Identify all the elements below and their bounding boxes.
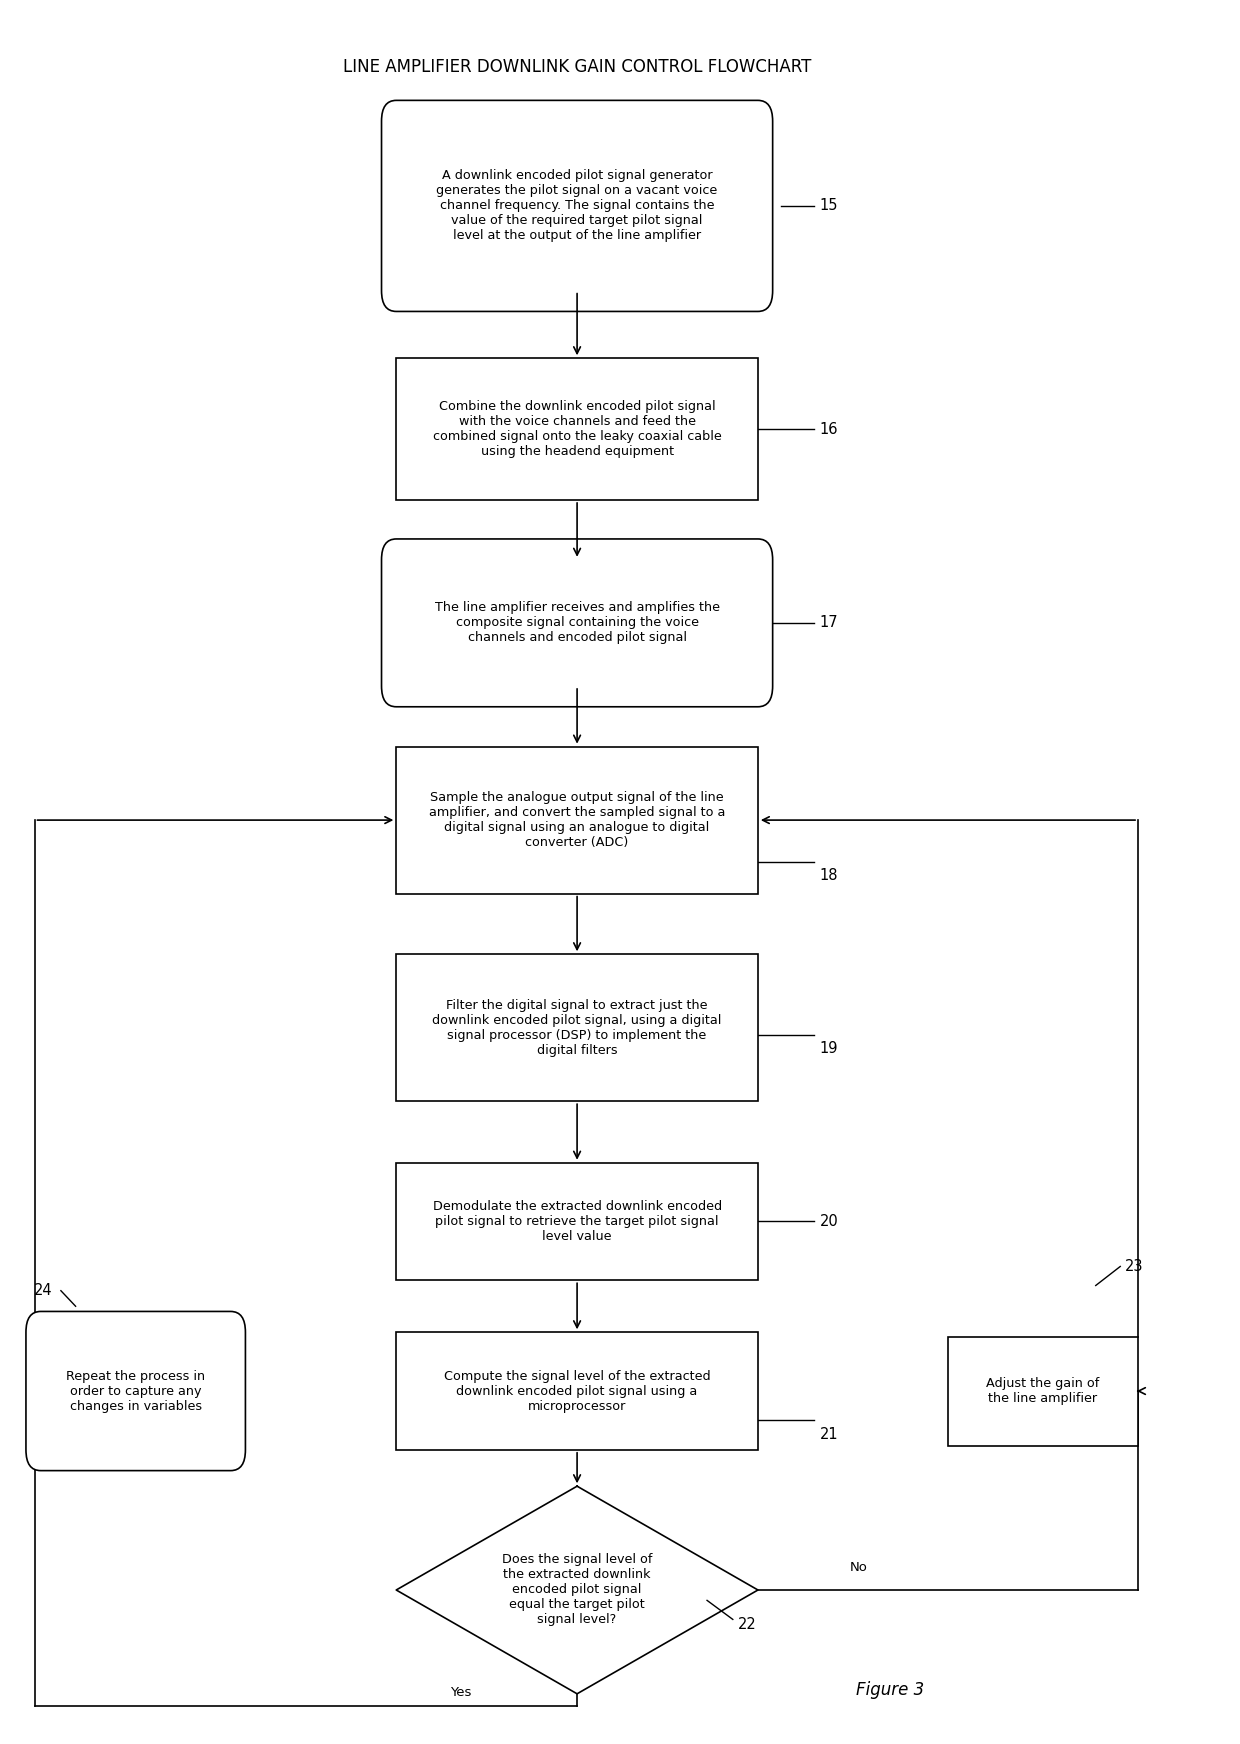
Text: Repeat the process in
order to capture any
changes in variables: Repeat the process in order to capture a…: [66, 1369, 206, 1413]
Text: 15: 15: [820, 199, 838, 213]
Text: Yes: Yes: [450, 1686, 471, 1699]
Text: No: No: [851, 1561, 868, 1575]
Text: Sample the analogue output signal of the line
amplifier, and convert the sampled: Sample the analogue output signal of the…: [429, 792, 725, 849]
FancyBboxPatch shape: [26, 1311, 246, 1470]
Text: Does the signal level of
the extracted downlink
encoded pilot signal
equal the t: Does the signal level of the extracted d…: [502, 1554, 652, 1627]
Text: Filter the digital signal to extract just the
downlink encoded pilot signal, usi: Filter the digital signal to extract jus…: [433, 999, 722, 1057]
Text: Combine the downlink encoded pilot signal
with the voice channels and feed the
c: Combine the downlink encoded pilot signa…: [433, 399, 722, 459]
Text: 24: 24: [33, 1284, 52, 1298]
Text: 20: 20: [820, 1214, 838, 1230]
Text: A downlink encoded pilot signal generator
generates the pilot signal on a vacant: A downlink encoded pilot signal generato…: [436, 169, 718, 242]
Text: 16: 16: [820, 422, 838, 436]
Text: 18: 18: [820, 869, 838, 882]
Text: Compute the signal level of the extracted
downlink encoded pilot signal using a
: Compute the signal level of the extracte…: [444, 1369, 711, 1413]
Text: The line amplifier receives and amplifies the
composite signal containing the vo: The line amplifier receives and amplifie…: [434, 602, 719, 644]
Text: 22: 22: [738, 1617, 756, 1632]
Bar: [397, 954, 758, 1100]
Text: Demodulate the extracted downlink encoded
pilot signal to retrieve the target pi: Demodulate the extracted downlink encode…: [433, 1200, 722, 1243]
Bar: [397, 1163, 758, 1280]
Text: LINE AMPLIFIER DOWNLINK GAIN CONTROL FLOWCHART: LINE AMPLIFIER DOWNLINK GAIN CONTROL FLO…: [343, 59, 811, 77]
Bar: [397, 358, 758, 501]
Text: 23: 23: [1125, 1259, 1143, 1273]
Text: Adjust the gain of
the line amplifier: Adjust the gain of the line amplifier: [986, 1378, 1100, 1406]
FancyBboxPatch shape: [382, 539, 773, 706]
Bar: [949, 1336, 1138, 1446]
FancyBboxPatch shape: [382, 101, 773, 312]
Text: 19: 19: [820, 1041, 838, 1055]
Bar: [397, 1332, 758, 1449]
Bar: [397, 746, 758, 893]
Text: 21: 21: [820, 1427, 838, 1442]
Text: Figure 3: Figure 3: [856, 1681, 924, 1699]
Text: 17: 17: [820, 616, 838, 630]
